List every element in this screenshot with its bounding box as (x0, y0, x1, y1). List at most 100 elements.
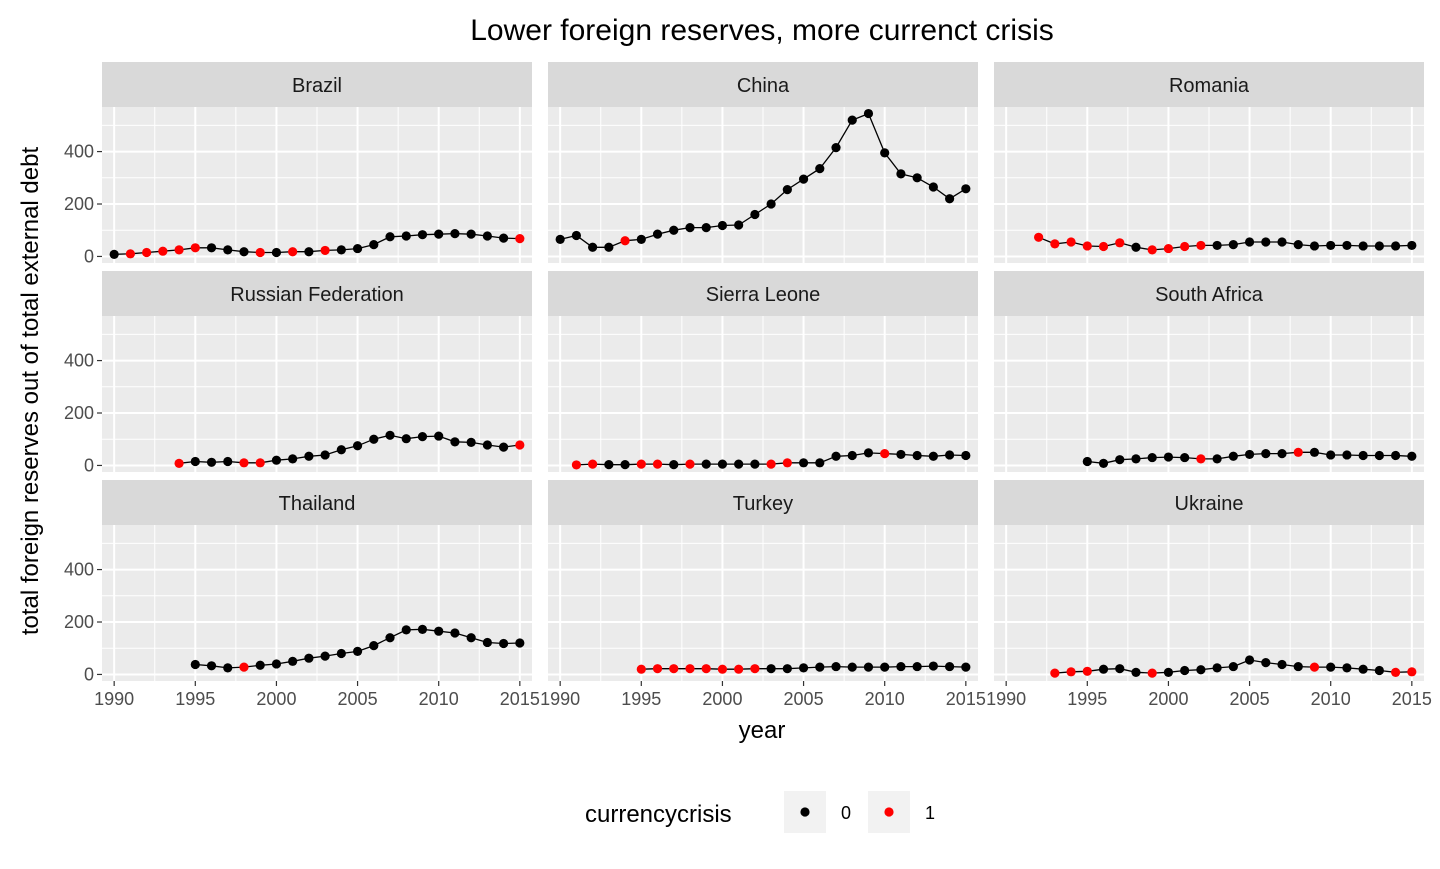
data-point (1115, 664, 1125, 674)
data-point (1228, 661, 1238, 672)
y-tick-label: 200 (64, 612, 94, 632)
data-point (1147, 668, 1157, 678)
data-point (928, 451, 938, 461)
facet-label: Ukraine (1175, 493, 1244, 515)
data-point (352, 646, 363, 656)
data-point (880, 148, 890, 158)
facet-strip (548, 480, 978, 525)
data-point (1212, 454, 1222, 464)
data-point (815, 164, 825, 174)
data-point (223, 245, 233, 255)
x-tick-label: 1995 (175, 689, 215, 709)
facet-strip (994, 271, 1424, 316)
data-point (482, 231, 492, 241)
data-point (782, 664, 792, 674)
data-point (766, 199, 776, 209)
data-point (1115, 455, 1125, 465)
facet-label: South Africa (1155, 284, 1264, 306)
facet-label: Brazil (292, 75, 342, 97)
data-point (352, 441, 363, 451)
x-tick-label: 2010 (419, 689, 459, 709)
data-point (588, 459, 598, 469)
data-point (636, 234, 646, 245)
legend: currencycrisis 0 1 (585, 791, 935, 833)
data-point (912, 173, 922, 183)
data-point (798, 458, 809, 468)
data-point (336, 648, 346, 659)
data-point (385, 232, 395, 242)
data-point (1196, 665, 1206, 675)
data-point (912, 450, 922, 461)
data-point (1034, 232, 1044, 242)
data-point (1358, 450, 1368, 461)
data-point (271, 247, 282, 258)
data-point (1326, 662, 1336, 672)
data-point (1391, 667, 1401, 677)
data-point (190, 456, 200, 467)
data-point (669, 460, 679, 470)
data-point (847, 115, 857, 125)
data-point (158, 246, 168, 256)
x-tick-label: 2005 (338, 689, 378, 709)
data-point (1163, 667, 1174, 677)
axes-layer: 0 200 400 0 200 400 0 200 400 1990 1995 2000 2005 201… (64, 142, 1432, 709)
data-point (798, 174, 809, 184)
data-point (450, 628, 460, 638)
data-point (896, 169, 906, 179)
data-point (482, 440, 492, 450)
data-point (1358, 241, 1368, 251)
data-point (1374, 450, 1384, 461)
data-point (717, 459, 728, 469)
data-point (255, 458, 265, 468)
data-point (1326, 240, 1336, 251)
data-point (1277, 237, 1287, 247)
data-point (620, 236, 630, 246)
data-point (1228, 240, 1238, 250)
data-point (1309, 447, 1320, 457)
data-point (288, 454, 298, 464)
data-point (417, 230, 428, 240)
y-tick-label: 200 (64, 403, 94, 423)
data-point (831, 451, 841, 461)
data-point (466, 229, 476, 239)
data-point (571, 230, 581, 241)
facet-panel: Turkey (548, 480, 978, 681)
data-point (401, 625, 411, 635)
data-point (782, 458, 792, 468)
data-point (1115, 238, 1125, 248)
data-point (1407, 667, 1417, 677)
data-point (945, 450, 955, 460)
data-point (1293, 240, 1303, 250)
data-point (1163, 452, 1174, 462)
facet-panel: Ukraine (994, 480, 1424, 681)
facet-strip (102, 480, 532, 525)
data-point (255, 247, 265, 258)
facet-panel: Brazil (102, 62, 532, 263)
data-point (652, 459, 663, 469)
facet-panel: Thailand (102, 480, 532, 681)
facet-label: China (737, 75, 790, 97)
x-axis-title: year (739, 717, 786, 744)
data-point (401, 434, 411, 444)
facet-strip (548, 62, 978, 107)
legend-key-point (884, 807, 894, 817)
data-point (652, 229, 663, 239)
data-point (815, 458, 825, 468)
data-point (961, 184, 971, 194)
data-point (863, 448, 874, 458)
data-point (1342, 663, 1352, 673)
data-point (1082, 241, 1092, 251)
data-point (401, 231, 411, 241)
y-tick-label: 200 (64, 194, 94, 214)
data-point (636, 459, 646, 469)
data-point (1326, 450, 1336, 460)
data-point (863, 108, 874, 119)
legend-label: 0 (841, 803, 851, 823)
data-point (1147, 452, 1157, 463)
data-point (734, 459, 744, 469)
facet-label: Thailand (279, 493, 356, 515)
data-point (961, 450, 971, 461)
data-point (896, 449, 906, 460)
x-tick-label: 2000 (1148, 689, 1188, 709)
